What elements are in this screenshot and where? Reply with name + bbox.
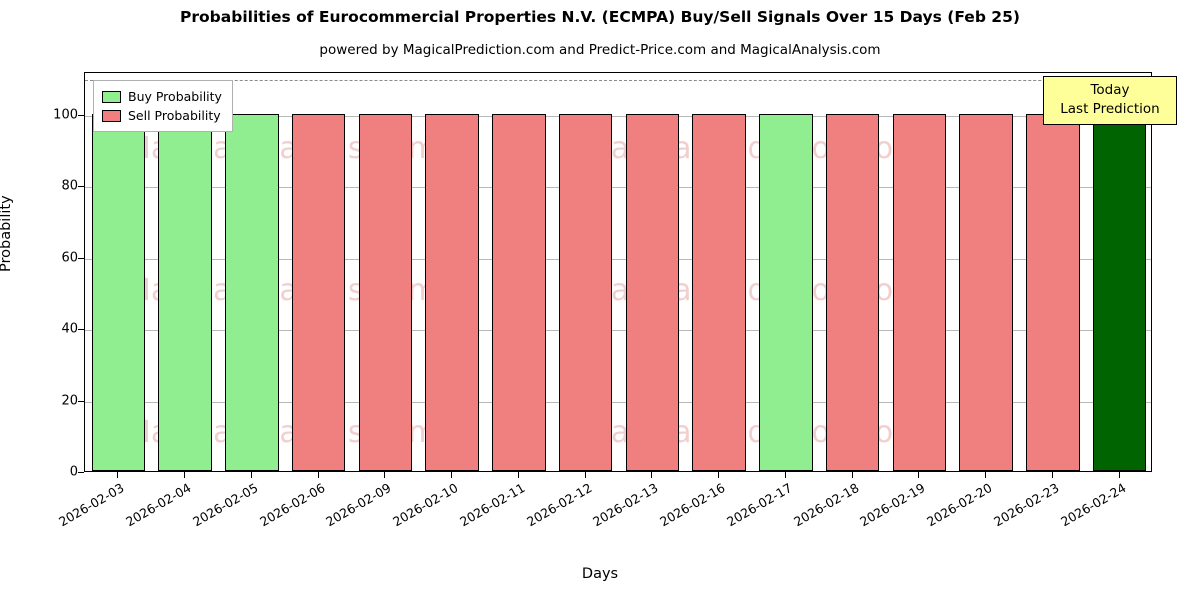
legend-swatch-buy [102, 90, 121, 103]
legend-label-sell: Sell Probability [128, 108, 221, 123]
bar [358, 113, 413, 471]
bar [759, 113, 813, 471]
bar [959, 113, 1013, 471]
x-tick-mark [517, 472, 519, 478]
x-tick-mark [1051, 472, 1053, 478]
x-tick-label: 2026-02-17 [723, 480, 795, 530]
x-tick-mark [184, 472, 186, 478]
today-annotation-line1: Today [1090, 82, 1130, 98]
bar [892, 113, 947, 471]
x-tick-label: 2026-02-06 [256, 480, 328, 530]
bar [1026, 113, 1080, 471]
bar [692, 113, 746, 471]
x-tick-mark [451, 472, 453, 478]
gridline [85, 187, 1151, 189]
legend-item-buy: Buy Probability [102, 87, 222, 106]
reference-dashed-line [85, 80, 1151, 82]
x-tick-label: 2026-02-12 [523, 480, 595, 530]
y-tick-mark [78, 257, 84, 259]
plot-area: MagicalAnalysis.com MagicalPrediction.com… [84, 72, 1152, 472]
x-tick-label: 2026-02-03 [56, 480, 127, 530]
bar [291, 113, 346, 471]
x-tick-mark [317, 472, 319, 478]
x-tick-label: 2026-02-20 [924, 480, 995, 530]
x-tick-mark [250, 472, 252, 478]
bar [425, 113, 479, 471]
bar [158, 113, 212, 471]
gridline [85, 258, 1151, 260]
x-axis-label: Days [581, 566, 619, 582]
bar [1092, 113, 1147, 471]
x-tick-mark [718, 472, 720, 478]
y-tick-label: 60 [61, 250, 78, 266]
x-tick-label: 2026-02-13 [590, 480, 661, 530]
x-tick-mark [384, 472, 386, 478]
x-tick-mark [1118, 472, 1120, 478]
x-tick-label: 2026-02-05 [189, 480, 261, 530]
x-tick-label: 2026-02-11 [456, 480, 528, 530]
bar [225, 113, 279, 471]
x-tick-mark [918, 472, 920, 478]
today-annotation-line2: Last Prediction [1060, 101, 1160, 117]
y-tick-mark [78, 114, 84, 116]
x-tick-label: 2026-02-16 [657, 480, 728, 530]
y-tick-label: 0 [69, 464, 78, 480]
bar [825, 113, 880, 471]
bar [625, 113, 680, 471]
x-tick-mark [117, 472, 119, 478]
legend-label-buy: Buy Probability [128, 89, 222, 104]
chart-legend: Buy Probability Sell Probability [93, 80, 233, 132]
y-tick-mark [78, 186, 84, 188]
x-tick-label: 2026-02-09 [323, 480, 394, 530]
x-tick-label: 2026-02-23 [990, 480, 1062, 530]
gridline [85, 115, 1151, 117]
gridline [85, 401, 1151, 403]
legend-swatch-sell [102, 109, 121, 122]
x-tick-label: 2026-02-04 [123, 480, 194, 530]
bar [558, 113, 613, 471]
x-tick-mark [985, 472, 987, 478]
y-tick-mark [78, 472, 84, 473]
x-tick-label: 2026-02-19 [857, 480, 928, 530]
today-annotation: Today Last Prediction [1043, 76, 1177, 125]
y-tick-label: 40 [61, 321, 78, 337]
x-tick-label: 2026-02-10 [390, 480, 461, 530]
x-tick-mark [851, 472, 853, 478]
y-tick-label: 100 [53, 107, 78, 123]
y-tick-label: 20 [61, 393, 78, 409]
x-tick-mark [584, 472, 586, 478]
bar [492, 113, 546, 471]
chart-subtitle: powered by MagicalPrediction.com and Pre… [319, 42, 881, 58]
y-axis-label: Probability [0, 195, 14, 272]
y-tick-label: 80 [61, 178, 78, 194]
gridline [85, 330, 1151, 332]
y-tick-mark [78, 329, 84, 331]
x-tick-mark [651, 472, 653, 478]
legend-item-sell: Sell Probability [102, 106, 222, 125]
x-tick-label: 2026-02-18 [790, 480, 862, 530]
x-tick-mark [784, 472, 786, 478]
chart-title: Probabilities of Eurocommercial Properti… [180, 8, 1020, 26]
y-tick-mark [78, 400, 84, 402]
bar [91, 113, 146, 471]
x-tick-label: 2026-02-24 [1057, 480, 1129, 530]
